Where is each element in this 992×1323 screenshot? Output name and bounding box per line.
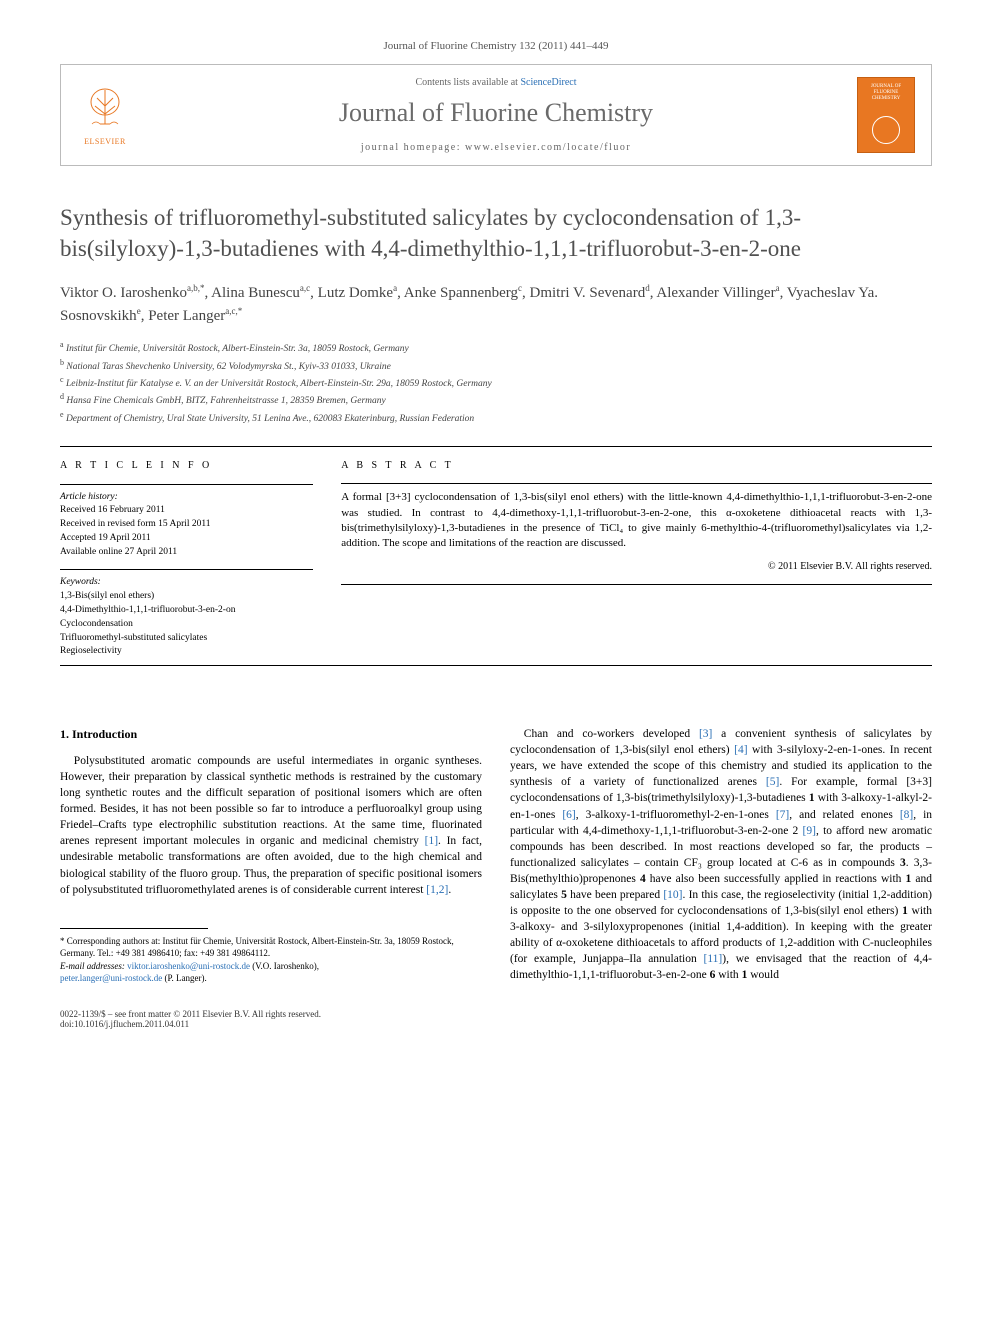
affiliation-a: a Institut für Chemie, Universität Rosto… [60, 339, 932, 356]
footnote-divider [60, 928, 208, 929]
homepage-url[interactable]: www.elsevier.com/locate/fluor [465, 142, 631, 153]
keyword: Trifluoromethyl-substituted salicylates [60, 632, 313, 646]
section-heading-introduction: 1. Introduction [60, 726, 482, 743]
divider [60, 446, 932, 447]
journal-reference: Journal of Fluorine Chemistry 132 (2011)… [60, 40, 932, 52]
article-info-label: A R T I C L E I N F O [60, 459, 313, 474]
history-received: Received 16 February 2011 [60, 504, 313, 518]
journal-cover-thumb[interactable]: JOURNAL OF FLUORINE CHEMISTRY [857, 77, 915, 153]
history-online: Available online 27 April 2011 [60, 546, 313, 560]
column-left: 1. Introduction Polysubstituted aromatic… [60, 726, 482, 985]
elsevier-logo[interactable]: ELSEVIER [77, 84, 133, 146]
contents-prefix: Contents lists available at [415, 77, 520, 88]
keyword: Cyclocondensation [60, 618, 313, 632]
affiliation-d: d Hansa Fine Chemicals GmbH, BITZ, Fahre… [60, 391, 932, 408]
abstract-label: A B S T R A C T [341, 459, 932, 473]
divider [60, 569, 313, 570]
article-info-panel: A R T I C L E I N F O Article history: R… [60, 451, 313, 659]
body-text-columns: 1. Introduction Polysubstituted aromatic… [60, 726, 932, 985]
affiliation-list: a Institut für Chemie, Universität Rosto… [60, 339, 932, 426]
keyword: 4,4-Dimethylthio-1,1,1-trifluorobut-3-en… [60, 604, 313, 618]
intro-paragraph-1: Polysubstituted aromatic compounds are u… [60, 753, 482, 898]
keyword: Regioselectivity [60, 645, 313, 659]
copyright-line: © 2011 Elsevier B.V. All rights reserved… [341, 560, 932, 574]
email-label: E-mail addresses: [60, 961, 125, 971]
contents-available-line: Contents lists available at ScienceDirec… [77, 77, 915, 88]
email-link-2[interactable]: peter.langer@uni-rostock.de [60, 973, 162, 983]
issn-text: 0022-1139/$ – see front matter © 2011 El… [60, 1009, 321, 1019]
publisher-name: ELSEVIER [77, 137, 133, 146]
affiliation-b: b National Taras Shevchenko University, … [60, 357, 932, 374]
cover-title-text: JOURNAL OF FLUORINE CHEMISTRY [864, 84, 908, 108]
divider [60, 665, 932, 666]
article-title: Synthesis of trifluoromethyl-substituted… [60, 202, 932, 264]
sciencedirect-link[interactable]: ScienceDirect [520, 77, 576, 88]
journal-header-box: ELSEVIER JOURNAL OF FLUORINE CHEMISTRY C… [60, 64, 932, 166]
history-accepted: Accepted 19 April 2011 [60, 532, 313, 546]
journal-title: Journal of Fluorine Chemistry [77, 98, 915, 128]
email-line: E-mail addresses: viktor.iaroshenko@uni-… [60, 960, 482, 985]
intro-paragraph-2: Chan and co-workers developed [3] a conv… [510, 726, 932, 984]
history-revised: Received in revised form 15 April 2011 [60, 518, 313, 532]
journal-homepage-line: journal homepage: www.elsevier.com/locat… [77, 142, 915, 153]
corresponding-author-note: * Corresponding authors at: Institut für… [60, 935, 482, 960]
divider [341, 483, 932, 484]
elsevier-tree-icon [82, 84, 128, 130]
cover-graphic-icon [872, 116, 900, 144]
abstract-panel: A B S T R A C T A formal [3+3] cyclocond… [341, 451, 932, 659]
email-who-1: (V.O. Iaroshenko), [250, 961, 319, 971]
homepage-prefix: journal homepage: [361, 142, 465, 153]
abstract-text: A formal [3+3] cyclocondensation of 1,3-… [341, 490, 932, 552]
doi-text: doi:10.1016/j.jfluchem.2011.04.011 [60, 1019, 189, 1029]
affiliation-e: e Department of Chemistry, Ural State Un… [60, 409, 932, 426]
keywords-label: Keywords: [60, 576, 313, 590]
keyword: 1,3-Bis(silyl enol ethers) [60, 590, 313, 604]
issn-copyright-line: 0022-1139/$ – see front matter © 2011 El… [60, 1009, 932, 1029]
affiliation-c: c Leibniz-Institut für Katalyse e. V. an… [60, 374, 932, 391]
divider [341, 584, 932, 585]
author-list: Viktor O. Iaroshenkoa,b,*, Alina Bunescu… [60, 282, 932, 327]
footnotes: * Corresponding authors at: Institut für… [60, 935, 482, 985]
email-link-1[interactable]: viktor.iaroshenko@uni-rostock.de [127, 961, 250, 971]
email-who-2: (P. Langer). [162, 973, 207, 983]
column-right: Chan and co-workers developed [3] a conv… [510, 726, 932, 985]
divider [60, 484, 313, 485]
history-label: Article history: [60, 491, 313, 505]
